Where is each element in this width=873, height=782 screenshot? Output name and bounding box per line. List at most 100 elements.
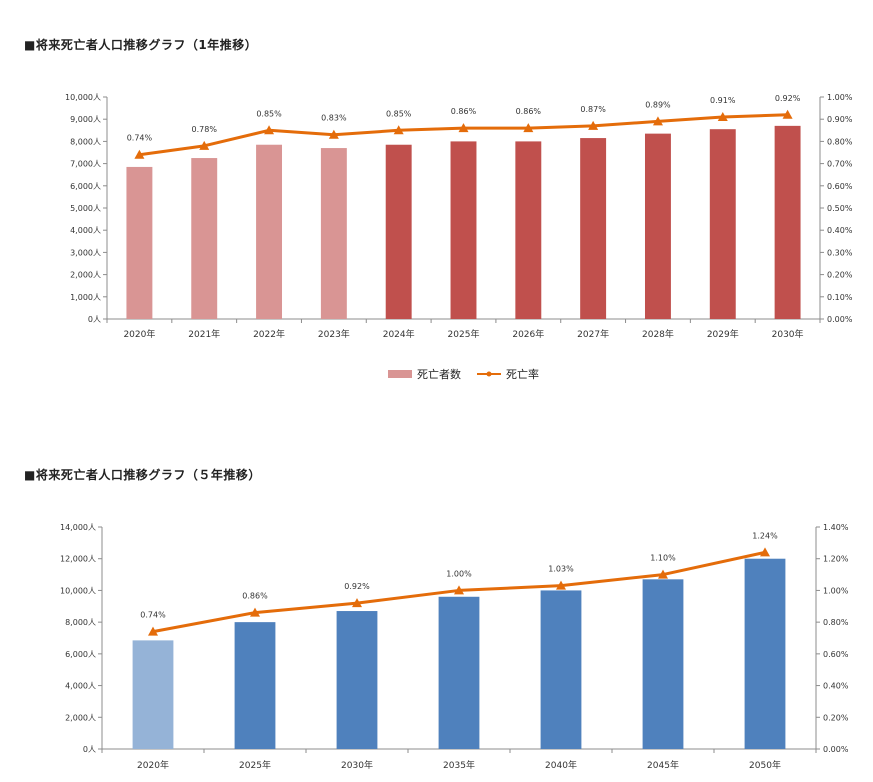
bar-2024年 xyxy=(385,144,412,319)
yearly-death-chart: 0人 1,000人 2,000人 3,000人 4,000人 5,000人 6,000人 7,… xyxy=(65,93,853,381)
rate-point-2027年 xyxy=(588,120,599,130)
rate-data-label: 0.74% xyxy=(140,611,166,620)
x-tick-label: 2045年 xyxy=(647,759,679,771)
y-tick-label: 6,000人 xyxy=(65,650,96,659)
y2-tick-label: 0.80% xyxy=(823,618,849,627)
x-tick-label: 2024年 xyxy=(383,328,415,340)
bar-2020年 xyxy=(132,640,174,749)
rate-point-2045年 xyxy=(658,569,668,579)
rate-data-label: 0.86% xyxy=(242,592,268,601)
legend-bar-swatch xyxy=(388,370,412,378)
x-tick-label: 2025年 xyxy=(239,759,271,771)
bar-2026年 xyxy=(515,141,542,319)
rate-data-label: 0.85% xyxy=(256,109,282,118)
rate-point-2020年 xyxy=(134,149,145,159)
rate-point-2040年 xyxy=(556,580,566,590)
rate-data-label: 1.00% xyxy=(446,569,472,578)
rate-data-label: 0.91% xyxy=(710,96,736,105)
x-tick-label: 2035年 xyxy=(443,759,475,771)
y2-tick-label: 0.20% xyxy=(827,271,853,280)
y-tick-label: 8,000人 xyxy=(65,618,96,627)
y2-tick-label: 0.00% xyxy=(827,315,853,324)
y-tick-label: 12,000人 xyxy=(60,555,96,564)
bar-2025年 xyxy=(234,622,276,749)
bar-2030年 xyxy=(336,611,378,749)
bar-2023年 xyxy=(320,148,347,319)
rate-data-label: 0.86% xyxy=(451,107,477,116)
y2-tick-label: 0.30% xyxy=(827,248,853,257)
y2-tick-label: 1.00% xyxy=(827,93,853,102)
y2-tick-label: 0.00% xyxy=(823,745,849,754)
rate-point-2030年 xyxy=(352,598,362,608)
rate-point-2026年 xyxy=(523,123,534,133)
x-tick-label: 2020年 xyxy=(137,759,169,771)
chart-title-five-year: ■将来死亡者人口推移グラフ（５年推移） xyxy=(24,468,261,482)
rate-data-label: 1.03% xyxy=(548,565,574,574)
y2-tick-label: 0.90% xyxy=(827,115,853,124)
x-tick-label: 2030年 xyxy=(341,759,373,771)
bar-2022年 xyxy=(256,144,283,319)
x-tick-label: 2028年 xyxy=(642,328,674,340)
rate-point-2022年 xyxy=(264,125,275,135)
y-tick-label: 8,000人 xyxy=(70,137,101,146)
rate-data-label: 0.85% xyxy=(386,109,412,118)
y-tick-label: 4,000人 xyxy=(70,226,101,235)
y-tick-label: 10,000人 xyxy=(60,586,96,595)
y-tick-label: 7,000人 xyxy=(70,160,101,169)
y-tick-label: 5,000人 xyxy=(70,204,101,213)
bar-2030年 xyxy=(774,125,801,319)
rate-data-label: 0.92% xyxy=(344,582,370,591)
bar-2035年 xyxy=(438,596,480,749)
bar-2028年 xyxy=(644,133,671,319)
y2-tick-label: 0.20% xyxy=(823,713,849,722)
y-tick-label: 0人 xyxy=(88,315,101,324)
y-tick-label: 10,000人 xyxy=(65,93,101,102)
bar-2025年 xyxy=(450,141,477,319)
bar-2029年 xyxy=(709,129,736,319)
rate-point-2024年 xyxy=(393,125,404,135)
rate-data-label: 0.78% xyxy=(192,125,218,134)
rate-data-label: 1.24% xyxy=(752,531,778,540)
rate-data-label: 0.74% xyxy=(127,134,153,143)
rate-point-2035年 xyxy=(454,585,464,595)
y2-tick-label: 1.20% xyxy=(823,555,849,564)
rate-point-2050年 xyxy=(760,547,770,557)
y2-tick-label: 1.40% xyxy=(823,523,849,532)
y-tick-label: 9,000人 xyxy=(70,115,101,124)
rate-point-2023年 xyxy=(328,129,339,139)
x-tick-label: 2020年 xyxy=(123,328,155,340)
x-tick-label: 2023年 xyxy=(318,328,350,340)
y2-tick-label: 1.00% xyxy=(823,586,849,595)
x-tick-label: 2021年 xyxy=(188,328,220,340)
rate-data-label: 0.87% xyxy=(580,105,606,114)
rate-point-2028年 xyxy=(652,116,663,126)
bar-2020年 xyxy=(126,166,153,319)
y-tick-label: 0人 xyxy=(83,745,96,754)
rate-data-label: 1.10% xyxy=(650,554,676,563)
x-tick-label: 2029年 xyxy=(707,328,739,340)
y2-tick-label: 0.70% xyxy=(827,160,853,169)
y2-tick-label: 0.60% xyxy=(827,182,853,191)
rate-data-label: 0.92% xyxy=(775,94,801,103)
x-tick-label: 2027年 xyxy=(577,328,609,340)
y-tick-label: 2,000人 xyxy=(65,713,96,722)
bar-2045年 xyxy=(642,579,684,749)
x-tick-label: 2022年 xyxy=(253,328,285,340)
y2-tick-label: 0.50% xyxy=(827,204,853,213)
y2-tick-label: 0.10% xyxy=(827,293,853,302)
rate-point-2020年 xyxy=(148,626,158,636)
rate-data-label: 0.89% xyxy=(645,100,671,109)
y-tick-label: 3,000人 xyxy=(70,248,101,257)
x-tick-label: 2026年 xyxy=(512,328,544,340)
legend-label-deaths: 死亡者数 xyxy=(417,367,461,381)
chart-title-yearly: ■将来死亡者人口推移グラフ（1年推移） xyxy=(24,38,258,52)
legend-line-marker xyxy=(486,371,492,377)
rate-data-label: 0.86% xyxy=(516,107,542,116)
bar-2027年 xyxy=(580,138,607,319)
y2-tick-label: 0.40% xyxy=(827,226,853,235)
bar-2050年 xyxy=(744,558,786,749)
rate-point-2029年 xyxy=(717,111,728,121)
y2-tick-label: 0.60% xyxy=(823,650,849,659)
bar-2021年 xyxy=(191,158,218,319)
